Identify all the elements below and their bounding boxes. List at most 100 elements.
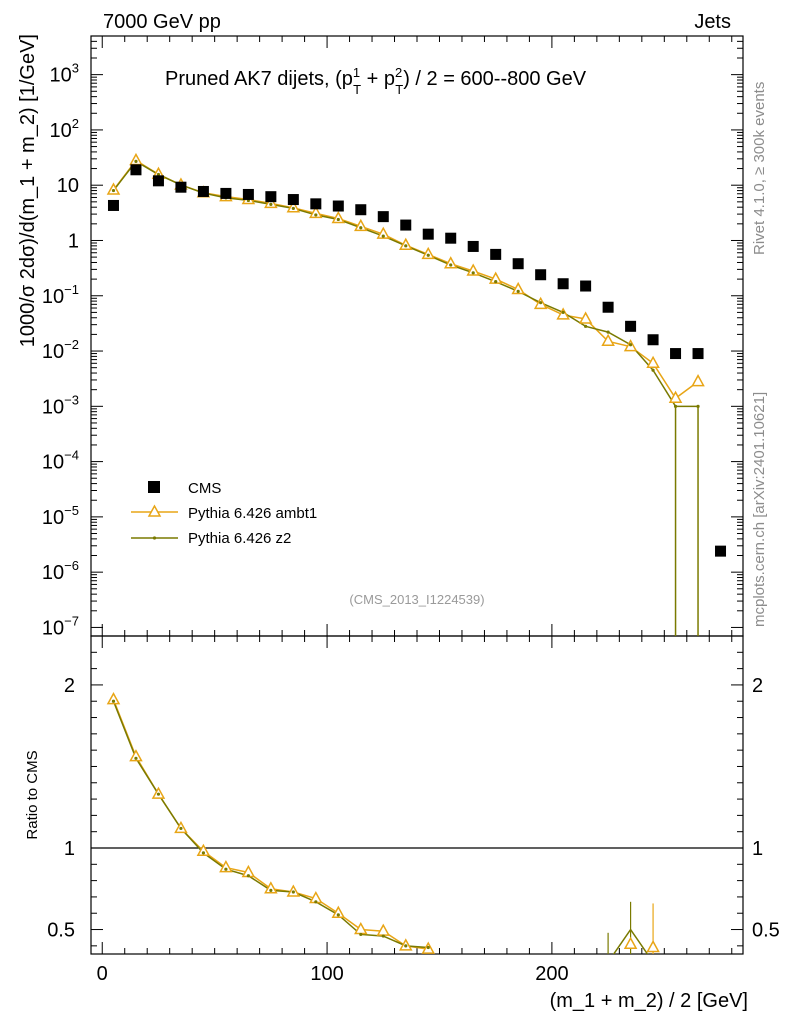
z2-marker xyxy=(651,368,655,372)
main-y-axis-label: 1000/σ 2dσ)/d(m_1 + m_2) [1/GeV] xyxy=(17,34,39,347)
z2-marker xyxy=(628,343,633,347)
z2-marker xyxy=(516,289,520,293)
cms-marker xyxy=(625,320,637,332)
z2-marker xyxy=(314,213,318,217)
header-right: Jets xyxy=(694,11,731,33)
ambt1-marker xyxy=(286,200,301,213)
z2-marker xyxy=(404,244,408,248)
ratio-z2-marker xyxy=(246,874,250,878)
legend-marker-z2 xyxy=(152,536,157,540)
ambt1-marker xyxy=(601,333,615,347)
y-tick-label: 102 xyxy=(50,116,79,142)
ratio-z2-marker xyxy=(224,867,228,871)
ambt1-marker xyxy=(668,390,683,403)
ratio-z2-marker xyxy=(381,934,385,938)
ratio-z2-marker xyxy=(426,945,430,950)
ratio-y-tick-label-right: 1 xyxy=(752,838,763,860)
ratio-z2-marker xyxy=(359,932,363,937)
cms-marker xyxy=(400,219,412,231)
z2-marker xyxy=(381,234,385,238)
cms-marker xyxy=(377,211,389,223)
ratio-y-tick-label: 2 xyxy=(64,675,75,697)
legend-label-ambt1: Pythia 6.426 ambt1 xyxy=(188,505,317,522)
ratio-z2-marker xyxy=(336,913,340,917)
ratio-ambt1-marker xyxy=(354,921,368,935)
cms-marker xyxy=(535,269,547,281)
cms-marker xyxy=(310,198,322,210)
ambt1-marker xyxy=(421,246,436,260)
cms-marker xyxy=(332,200,344,212)
mcplots-label: mcplots.cern.ch [arXiv:2401.10621] xyxy=(751,392,768,627)
z2-marker xyxy=(134,159,138,163)
y-tick-label: 10−4 xyxy=(42,448,79,474)
x-tick-label: 200 xyxy=(535,963,568,985)
z2-marker xyxy=(111,188,116,193)
ambt1-marker xyxy=(466,263,480,276)
ratio-ambt1-marker xyxy=(106,692,121,705)
cms-marker xyxy=(445,232,457,244)
ambt1-marker xyxy=(578,311,593,324)
y-tick-label: 10−1 xyxy=(42,282,79,308)
ratio-ambt1-marker xyxy=(196,843,211,857)
cms-marker xyxy=(647,334,659,346)
ratio-data-group xyxy=(106,692,660,954)
y-tick-label: 1 xyxy=(68,230,79,252)
rivet-label: Rivet 4.1.0, ≥ 300k events xyxy=(751,82,768,255)
ratio-z2-marker xyxy=(269,888,273,893)
z2-line xyxy=(112,160,699,408)
ratio-ambt1-marker xyxy=(219,860,233,873)
ambt1-marker xyxy=(264,195,278,209)
ratio-z2-marker xyxy=(291,890,295,894)
data-marks xyxy=(106,152,727,954)
z2-marker xyxy=(269,202,273,206)
ambt1-marker xyxy=(691,374,705,387)
cms-marker xyxy=(152,175,164,187)
cms-marker xyxy=(512,258,524,270)
ambt1-marker xyxy=(646,355,660,369)
ratio-ambt1-marker xyxy=(646,939,660,953)
cms-marker xyxy=(355,204,367,216)
cms-marker xyxy=(422,228,434,240)
ambt1-marker xyxy=(331,210,346,224)
y-tick-label: 10 xyxy=(57,175,79,197)
z2-marker xyxy=(336,217,340,222)
x-axis-label: (m_1 + m_2) / 2 [GeV] xyxy=(550,990,748,1012)
z2-marker xyxy=(696,404,700,408)
ratio-z2-marker xyxy=(314,900,318,904)
ambt1-marker xyxy=(443,256,458,269)
ratio-z2-marker xyxy=(156,792,161,796)
header-left: 7000 GeV pp xyxy=(103,11,221,33)
y-tick-label: 10−2 xyxy=(42,337,79,363)
axis-ticks: 0 100 20010310210110−110−210−310−410−510−6… xyxy=(42,35,780,985)
ratio-y-tick-label: 1 xyxy=(64,838,75,860)
z2-marker xyxy=(426,253,430,257)
y-tick-label: 10−6 xyxy=(42,558,79,584)
ratio-y-tick-label: 0.5 xyxy=(47,920,75,942)
cms-marker xyxy=(197,185,209,197)
y-tick-label: 10−5 xyxy=(42,503,79,529)
x-tick-label: 100 xyxy=(310,963,343,985)
ratio-ambt1-marker xyxy=(623,936,638,949)
cms-marker xyxy=(557,278,569,290)
y-tick-label: 10−7 xyxy=(42,613,79,639)
legend-label-cms: CMS xyxy=(188,480,221,497)
ambt1-marker xyxy=(354,218,368,232)
cms-marker xyxy=(670,348,682,360)
cms-marker xyxy=(602,301,614,313)
cms-marker xyxy=(175,181,187,193)
cms-marker xyxy=(490,248,502,260)
ratio-z2-marker xyxy=(201,851,206,855)
ratio-z2-marker xyxy=(404,944,408,948)
main-chart-title: Pruned AK7 dijets, (p1 T + p2 T) / 2 = 600… xyxy=(165,65,587,97)
ambt1-marker xyxy=(376,226,391,239)
z2-marker xyxy=(673,404,678,408)
z2-marker xyxy=(494,280,498,284)
ratio-z2-line xyxy=(112,700,429,949)
z2-marker xyxy=(471,271,475,275)
z2-marker xyxy=(539,301,543,305)
ambt1-marker xyxy=(129,152,143,166)
ratio-ambt1-marker xyxy=(129,749,143,762)
ratio-z2-marker xyxy=(111,699,116,703)
ambt1-marker xyxy=(309,205,323,219)
